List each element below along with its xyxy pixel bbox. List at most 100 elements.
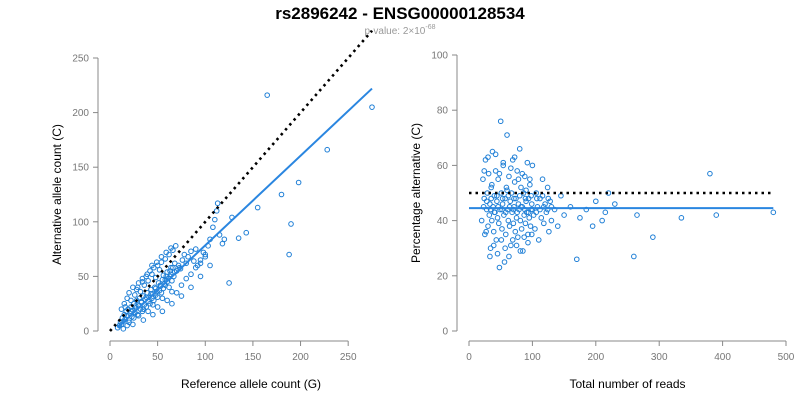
data-point <box>510 220 517 227</box>
data-point <box>178 293 185 299</box>
data-point <box>502 231 509 238</box>
data-point <box>212 216 218 223</box>
data-point <box>185 253 191 260</box>
data-point <box>164 297 170 304</box>
data-point <box>545 195 552 202</box>
data-point <box>713 212 720 218</box>
y-tick-label: 150 <box>72 163 89 174</box>
data-point <box>478 217 485 224</box>
data-point <box>517 248 524 254</box>
data-point <box>137 288 144 295</box>
y-tick-label: 60 <box>437 161 449 172</box>
data-point <box>554 223 561 229</box>
data-point <box>254 204 261 211</box>
data-point <box>183 275 190 282</box>
data-point <box>490 242 497 249</box>
data-point <box>158 289 165 296</box>
data-point <box>499 195 506 202</box>
data-point <box>533 209 540 216</box>
data-point <box>481 168 488 174</box>
data-point <box>503 184 510 191</box>
data-point <box>494 215 501 221</box>
data-point <box>159 308 166 315</box>
data-point <box>525 239 531 246</box>
x-axis-title: Reference allele count (G) <box>181 377 321 391</box>
y-tick-label: 100 <box>431 51 448 62</box>
data-point <box>202 253 209 260</box>
data-point <box>511 154 518 160</box>
data-point <box>538 215 545 221</box>
data-point <box>188 284 194 291</box>
x-tick-label: 100 <box>524 352 541 363</box>
x-tick-label: 200 <box>587 352 604 363</box>
data-point <box>522 195 529 202</box>
data-point <box>188 271 194 278</box>
data-point <box>210 224 216 231</box>
data-point <box>502 195 508 202</box>
data-point <box>505 217 512 224</box>
data-point <box>144 271 150 278</box>
data-point <box>173 289 180 296</box>
data-point <box>535 237 542 243</box>
data-point <box>485 170 492 177</box>
data-point <box>213 208 220 214</box>
data-point <box>497 118 504 125</box>
data-point <box>170 264 176 271</box>
x-tick-label: 0 <box>107 352 113 363</box>
pvalue-prefix: p-value: 2×10 <box>364 26 425 37</box>
data-point <box>485 154 491 160</box>
data-point <box>214 200 221 207</box>
data-point <box>512 228 519 235</box>
data-point <box>602 209 609 216</box>
data-point <box>504 187 510 194</box>
data-point <box>130 321 136 328</box>
data-point <box>226 280 232 286</box>
data-point <box>243 229 250 236</box>
data-point <box>518 226 525 232</box>
data-point <box>221 236 228 243</box>
x-tick-label: 500 <box>778 352 795 363</box>
data-point <box>163 249 170 256</box>
data-point <box>506 173 512 180</box>
data-point <box>150 301 156 308</box>
x-tick-label: 250 <box>340 352 357 363</box>
data-point <box>150 311 156 318</box>
data-point <box>493 237 500 243</box>
data-point <box>599 217 605 224</box>
data-point <box>533 190 540 196</box>
data-point <box>486 212 493 218</box>
data-point <box>134 284 141 291</box>
data-point <box>143 294 150 300</box>
data-point <box>149 262 155 269</box>
data-point <box>529 162 536 169</box>
data-point <box>487 245 494 251</box>
data-point <box>164 269 170 275</box>
data-point <box>548 217 555 224</box>
data-point <box>172 243 179 249</box>
data-point <box>264 92 271 98</box>
x-tick-label: 300 <box>651 352 668 363</box>
data-point <box>482 231 488 238</box>
data-point <box>514 168 520 174</box>
x-tick-label: 100 <box>197 352 214 363</box>
data-point <box>491 192 498 199</box>
data-point <box>192 264 199 271</box>
data-point <box>168 245 174 251</box>
data-point <box>489 148 496 155</box>
data-point <box>183 260 190 267</box>
data-point <box>495 176 501 182</box>
data-point <box>508 165 514 171</box>
data-point <box>631 253 637 260</box>
data-point <box>546 228 552 235</box>
y-tick-label: 20 <box>437 271 449 282</box>
data-point <box>516 192 523 199</box>
data-point <box>507 198 514 205</box>
data-point <box>324 146 331 153</box>
data-point <box>502 245 508 251</box>
y-tick-label: 250 <box>72 54 89 65</box>
data-point <box>489 217 495 224</box>
data-point <box>490 228 497 235</box>
data-point <box>515 234 521 240</box>
data-point <box>197 257 204 263</box>
